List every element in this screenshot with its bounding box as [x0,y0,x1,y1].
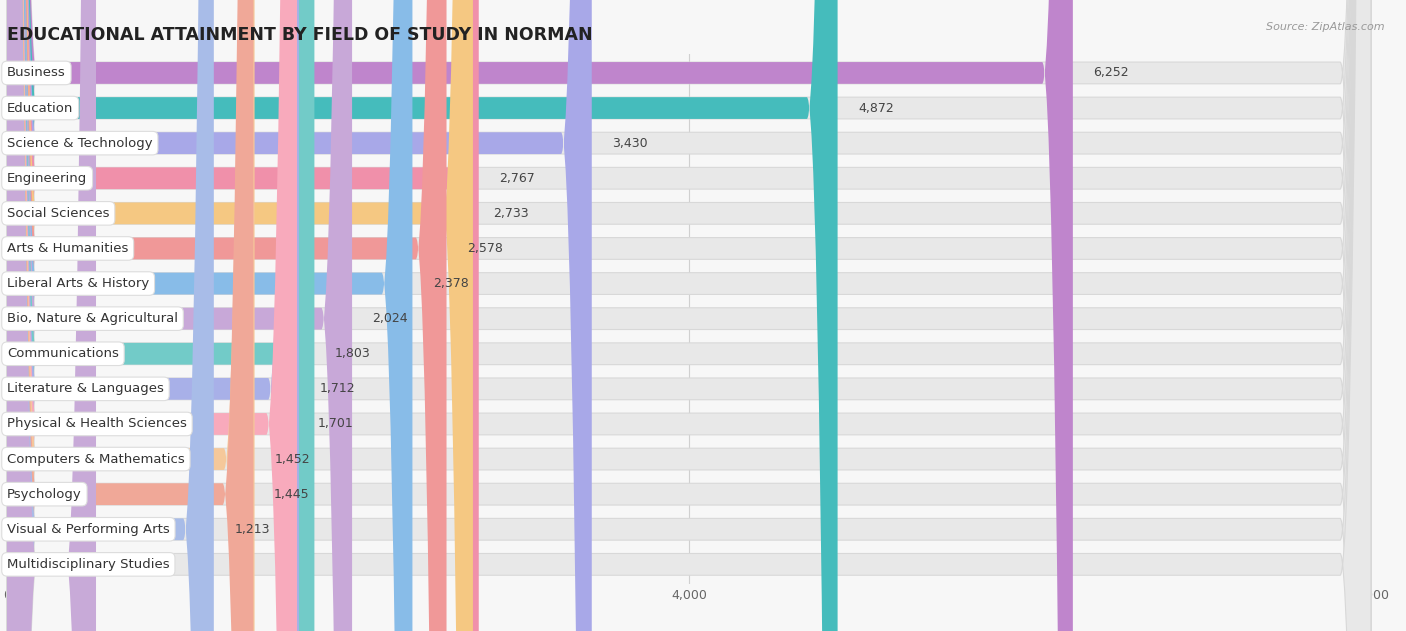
FancyBboxPatch shape [7,0,1371,631]
FancyBboxPatch shape [7,0,299,631]
Text: 2,767: 2,767 [499,172,534,185]
FancyBboxPatch shape [7,0,1371,631]
Text: Psychology: Psychology [7,488,82,500]
FancyBboxPatch shape [7,0,1371,631]
FancyBboxPatch shape [7,0,1371,631]
FancyBboxPatch shape [7,0,315,631]
FancyBboxPatch shape [7,0,1371,631]
FancyBboxPatch shape [7,0,478,631]
FancyBboxPatch shape [7,0,1371,631]
FancyBboxPatch shape [7,0,838,631]
Text: 522: 522 [117,558,141,571]
FancyBboxPatch shape [7,0,297,631]
FancyBboxPatch shape [7,0,1371,631]
Text: Education: Education [7,102,73,115]
FancyBboxPatch shape [7,0,1371,631]
Text: Visual & Performing Arts: Visual & Performing Arts [7,522,170,536]
Text: Bio, Nature & Agricultural: Bio, Nature & Agricultural [7,312,179,325]
Text: 1,213: 1,213 [235,522,270,536]
FancyBboxPatch shape [7,0,592,631]
Text: Business: Business [7,66,66,80]
FancyBboxPatch shape [7,0,1371,631]
FancyBboxPatch shape [7,0,253,631]
Text: Liberal Arts & History: Liberal Arts & History [7,277,149,290]
Text: Communications: Communications [7,347,120,360]
Text: Social Sciences: Social Sciences [7,207,110,220]
FancyBboxPatch shape [7,0,254,631]
Text: 4,872: 4,872 [858,102,894,115]
FancyBboxPatch shape [7,0,1371,631]
Text: 2,378: 2,378 [433,277,468,290]
Text: 2,733: 2,733 [494,207,529,220]
FancyBboxPatch shape [7,0,1073,631]
FancyBboxPatch shape [7,0,1371,631]
FancyBboxPatch shape [7,0,214,631]
Text: 2,024: 2,024 [373,312,408,325]
Text: 1,701: 1,701 [318,418,353,430]
Text: Literature & Languages: Literature & Languages [7,382,165,396]
FancyBboxPatch shape [7,0,1371,631]
FancyBboxPatch shape [7,0,1371,631]
FancyBboxPatch shape [7,0,472,631]
Text: 1,445: 1,445 [274,488,309,500]
FancyBboxPatch shape [7,0,447,631]
Text: Arts & Humanities: Arts & Humanities [7,242,128,255]
Text: 2,578: 2,578 [467,242,503,255]
Text: Physical & Health Sciences: Physical & Health Sciences [7,418,187,430]
Text: 6,252: 6,252 [1094,66,1129,80]
Text: Source: ZipAtlas.com: Source: ZipAtlas.com [1267,22,1385,32]
Text: 3,430: 3,430 [612,137,648,150]
Text: Multidisciplinary Studies: Multidisciplinary Studies [7,558,170,571]
Text: Science & Technology: Science & Technology [7,137,153,150]
FancyBboxPatch shape [7,0,412,631]
Text: 1,712: 1,712 [319,382,354,396]
FancyBboxPatch shape [7,0,1371,631]
Text: Computers & Mathematics: Computers & Mathematics [7,452,184,466]
Text: EDUCATIONAL ATTAINMENT BY FIELD OF STUDY IN NORMAN: EDUCATIONAL ATTAINMENT BY FIELD OF STUDY… [7,26,593,44]
Text: 1,803: 1,803 [335,347,371,360]
Text: 1,452: 1,452 [276,452,311,466]
FancyBboxPatch shape [7,0,96,631]
Text: Engineering: Engineering [7,172,87,185]
FancyBboxPatch shape [7,0,1371,631]
FancyBboxPatch shape [7,0,351,631]
